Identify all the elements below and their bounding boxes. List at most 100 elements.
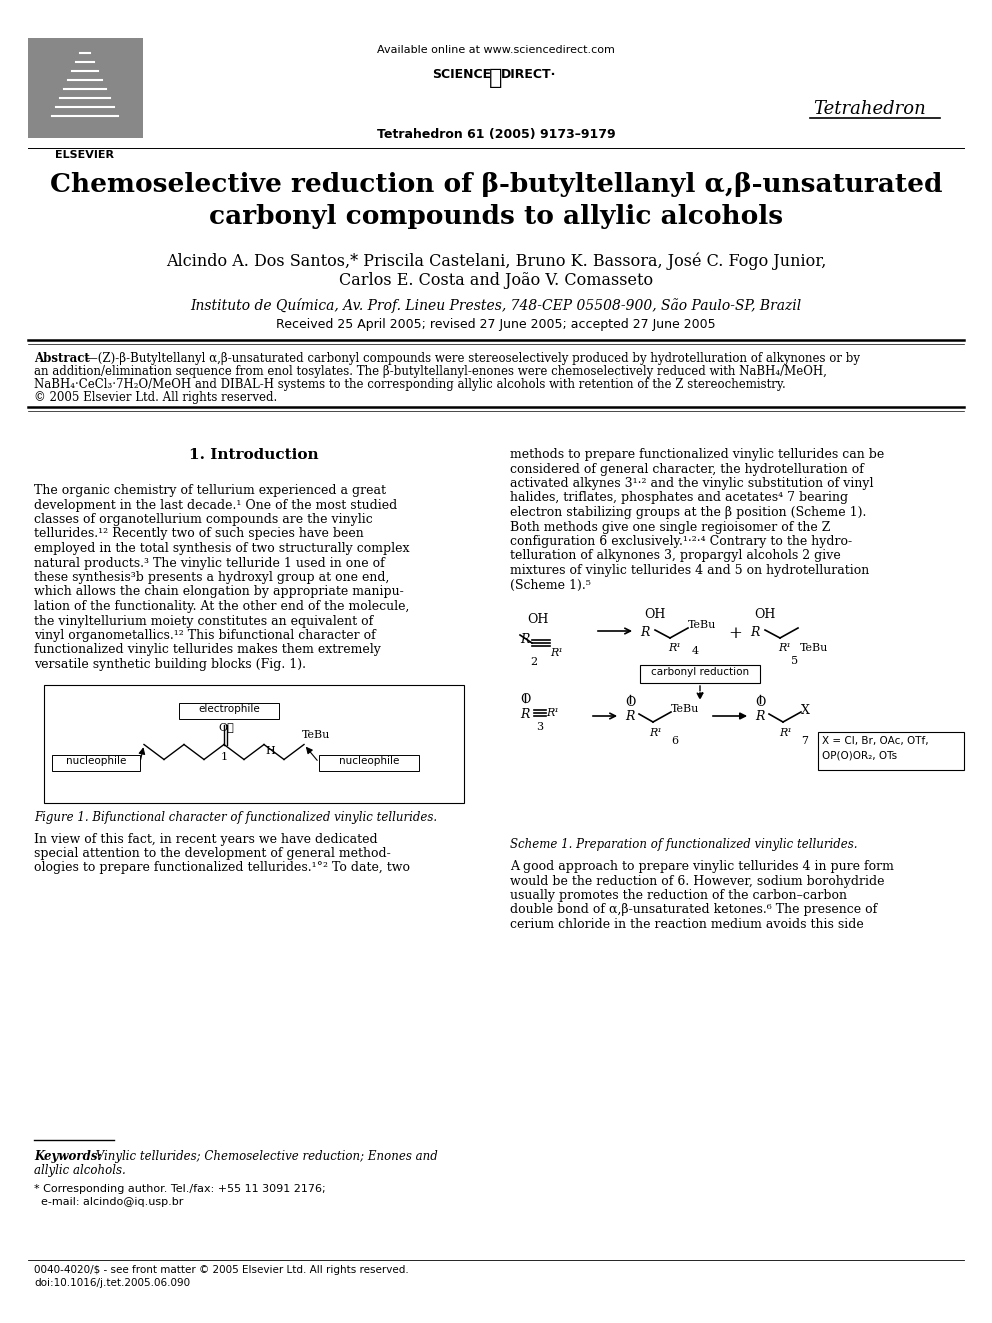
Text: 1. Introduction: 1. Introduction — [189, 448, 318, 462]
Text: R: R — [750, 626, 759, 639]
Text: R¹: R¹ — [649, 728, 662, 738]
Text: R: R — [520, 632, 530, 646]
Text: vinyl organometallics.¹² This bifunctional character of: vinyl organometallics.¹² This bifunction… — [34, 628, 376, 642]
Text: R¹: R¹ — [546, 708, 558, 718]
Text: OH: OH — [754, 609, 776, 620]
Text: 0040-4020/$ - see front matter © 2005 Elsevier Ltd. All rights reserved.: 0040-4020/$ - see front matter © 2005 El… — [34, 1265, 409, 1275]
Text: functionalized vinylic tellurides makes them extremely: functionalized vinylic tellurides makes … — [34, 643, 381, 656]
Text: ELSEVIER: ELSEVIER — [56, 149, 114, 160]
Text: O: O — [755, 696, 766, 709]
Text: X: X — [801, 704, 809, 717]
Text: TeBu: TeBu — [671, 704, 699, 714]
Text: which allows the chain elongation by appropriate manipu-: which allows the chain elongation by app… — [34, 586, 404, 598]
Text: development in the last decade.¹ One of the most studied: development in the last decade.¹ One of … — [34, 499, 397, 512]
Text: natural products.³ The vinylic telluride 1 used in one of: natural products.³ The vinylic telluride… — [34, 557, 385, 569]
Text: (Scheme 1).⁵: (Scheme 1).⁵ — [510, 578, 591, 591]
Text: Vinylic tellurides; Chemoselective reduction; Enones and: Vinylic tellurides; Chemoselective reduc… — [92, 1150, 437, 1163]
Text: electrophile: electrophile — [198, 705, 260, 714]
Text: OH: OH — [528, 613, 549, 626]
Text: methods to prepare functionalized vinylic tellurides can be: methods to prepare functionalized vinyli… — [510, 448, 884, 460]
Text: Available online at www.sciencedirect.com: Available online at www.sciencedirect.co… — [377, 45, 615, 56]
Text: ologies to prepare functionalized tellurides.¹°² To date, two: ologies to prepare functionalized tellur… — [34, 861, 410, 875]
Text: —(Z)-β-Butyltellanyl α,β-unsaturated carbonyl compounds were stereoselectively p: —(Z)-β-Butyltellanyl α,β-unsaturated car… — [86, 352, 860, 365]
Text: e-mail: alcindo@iq.usp.br: e-mail: alcindo@iq.usp.br — [34, 1197, 184, 1207]
Text: * Corresponding author. Tel./fax: +55 11 3091 2176;: * Corresponding author. Tel./fax: +55 11… — [34, 1184, 325, 1193]
Text: employed in the total synthesis of two structurally complex: employed in the total synthesis of two s… — [34, 542, 410, 556]
Bar — [640, 665, 760, 683]
Text: Carlos E. Costa and João V. Comasseto: Carlos E. Costa and João V. Comasseto — [339, 273, 653, 288]
Text: 5: 5 — [792, 656, 799, 665]
Text: 3: 3 — [537, 722, 544, 732]
Text: telluration of alkynones 3, propargyl alcohols 2 give: telluration of alkynones 3, propargyl al… — [510, 549, 841, 562]
Text: Abstract: Abstract — [34, 352, 89, 365]
Text: The organic chemistry of tellurium experienced a great: The organic chemistry of tellurium exper… — [34, 484, 386, 497]
Text: configuration 6 exclusively.¹·²·⁴ Contrary to the hydro-: configuration 6 exclusively.¹·²·⁴ Contra… — [510, 534, 852, 548]
Text: nucleophile: nucleophile — [65, 757, 126, 766]
Bar — [319, 754, 419, 770]
Text: usually promotes the reduction of the carbon–carbon: usually promotes the reduction of the ca… — [510, 889, 847, 902]
Text: Scheme 1. Preparation of functionalized vinylic tellurides.: Scheme 1. Preparation of functionalized … — [510, 837, 857, 851]
Text: NaBH₄·CeCl₃·7H₂O/MeOH and DIBAL-H systems to the corresponding allylic alcohols : NaBH₄·CeCl₃·7H₂O/MeOH and DIBAL-H system… — [34, 378, 786, 392]
Text: Keywords:: Keywords: — [34, 1150, 102, 1163]
Text: these synthesis³b presents a hydroxyl group at one end,: these synthesis³b presents a hydroxyl gr… — [34, 572, 390, 583]
Text: cerium chloride in the reaction medium avoids this side: cerium chloride in the reaction medium a… — [510, 918, 864, 931]
Text: Figure 1. Bifunctional character of functionalized vinylic tellurides.: Figure 1. Bifunctional character of func… — [34, 811, 437, 823]
Bar — [28, 38, 143, 138]
Text: carbonyl compounds to allylic alcohols: carbonyl compounds to allylic alcohols — [209, 204, 783, 229]
Text: Chemoselective reduction of β-butyltellanyl α,β-unsaturated: Chemoselective reduction of β-butyltella… — [50, 172, 942, 197]
Text: A good approach to prepare vinylic tellurides 4 in pure form: A good approach to prepare vinylic tellu… — [510, 860, 894, 873]
Bar — [818, 732, 964, 770]
Bar — [179, 703, 279, 718]
Text: doi:10.1016/j.tet.2005.06.090: doi:10.1016/j.tet.2005.06.090 — [34, 1278, 190, 1289]
Text: Received 25 April 2005; revised 27 June 2005; accepted 27 June 2005: Received 25 April 2005; revised 27 June … — [276, 318, 716, 331]
Text: © 2005 Elsevier Ltd. All rights reserved.: © 2005 Elsevier Ltd. All rights reserved… — [34, 392, 277, 404]
Text: lation of the functionality. At the other end of the molecule,: lation of the functionality. At the othe… — [34, 601, 410, 613]
Text: TeBu: TeBu — [302, 730, 330, 741]
Text: halides, triflates, phosphates and acetates⁴ 7 bearing: halides, triflates, phosphates and aceta… — [510, 492, 848, 504]
Text: electron stabilizing groups at the β position (Scheme 1).: electron stabilizing groups at the β pos… — [510, 505, 866, 519]
Text: R¹: R¹ — [779, 728, 792, 738]
Text: R¹: R¹ — [778, 643, 791, 654]
Text: SCIENCE: SCIENCE — [432, 67, 491, 81]
Bar — [52, 754, 140, 770]
Text: special attention to the development of general method-: special attention to the development of … — [34, 847, 391, 860]
Bar — [44, 684, 464, 803]
Text: DIRECT·: DIRECT· — [501, 67, 557, 81]
Text: versatile synthetic building blocks (Fig. 1).: versatile synthetic building blocks (Fig… — [34, 658, 306, 671]
Text: considered of general character, the hydrotelluration of: considered of general character, the hyd… — [510, 463, 864, 475]
Text: O⋏: O⋏ — [218, 722, 234, 733]
Text: O: O — [520, 693, 531, 706]
Text: R: R — [755, 710, 765, 722]
Text: TeBu: TeBu — [800, 643, 828, 654]
Text: tellurides.¹² Recently two of such species have been: tellurides.¹² Recently two of such speci… — [34, 528, 364, 541]
Text: O: O — [625, 696, 635, 709]
Text: OP(O)OR₂, OTs: OP(O)OR₂, OTs — [822, 750, 897, 759]
Text: Alcindo A. Dos Santos,* Priscila Castelani, Bruno K. Bassora, José C. Fogo Junio: Alcindo A. Dos Santos,* Priscila Castela… — [166, 251, 826, 270]
Text: Both methods give one single regioisomer of the Z: Both methods give one single regioisomer… — [510, 520, 830, 533]
Text: R: R — [640, 626, 650, 639]
Text: Tetrahedron 61 (2005) 9173–9179: Tetrahedron 61 (2005) 9173–9179 — [377, 128, 615, 142]
Text: 7: 7 — [802, 736, 808, 746]
Text: Tetrahedron: Tetrahedron — [813, 101, 927, 118]
Text: H: H — [265, 746, 275, 757]
Text: X = Cl, Br, OAc, OTf,: X = Cl, Br, OAc, OTf, — [822, 736, 929, 746]
Text: an addition/elimination sequence from enol tosylates. The β-butyltellanyl-enones: an addition/elimination sequence from en… — [34, 365, 827, 378]
Text: mixtures of vinylic tellurides 4 and 5 on hydrotelluration: mixtures of vinylic tellurides 4 and 5 o… — [510, 564, 869, 577]
Text: the vinyltellurium moiety constitutes an equivalent of: the vinyltellurium moiety constitutes an… — [34, 614, 373, 627]
Text: R¹: R¹ — [668, 643, 681, 654]
Text: allylic alcohols.: allylic alcohols. — [34, 1164, 126, 1177]
Text: In view of this fact, in recent years we have dedicated: In view of this fact, in recent years we… — [34, 832, 378, 845]
Text: 6: 6 — [672, 736, 679, 746]
Text: carbonyl reduction: carbonyl reduction — [651, 667, 749, 677]
Text: ⓐ: ⓐ — [489, 67, 503, 89]
Text: classes of organotellurium compounds are the vinylic: classes of organotellurium compounds are… — [34, 513, 373, 527]
Text: 4: 4 — [691, 646, 698, 656]
Text: R: R — [625, 710, 634, 722]
Text: would be the reduction of 6. However, sodium borohydride: would be the reduction of 6. However, so… — [510, 875, 885, 888]
Text: double bond of α,β-unsaturated ketones.⁶ The presence of: double bond of α,β-unsaturated ketones.⁶… — [510, 904, 877, 917]
Text: 2: 2 — [531, 658, 538, 667]
Text: TeBu: TeBu — [688, 620, 716, 630]
Text: activated alkynes 3¹·² and the vinylic substitution of vinyl: activated alkynes 3¹·² and the vinylic s… — [510, 478, 874, 490]
Text: 1: 1 — [220, 753, 227, 762]
Text: +: + — [728, 624, 742, 642]
